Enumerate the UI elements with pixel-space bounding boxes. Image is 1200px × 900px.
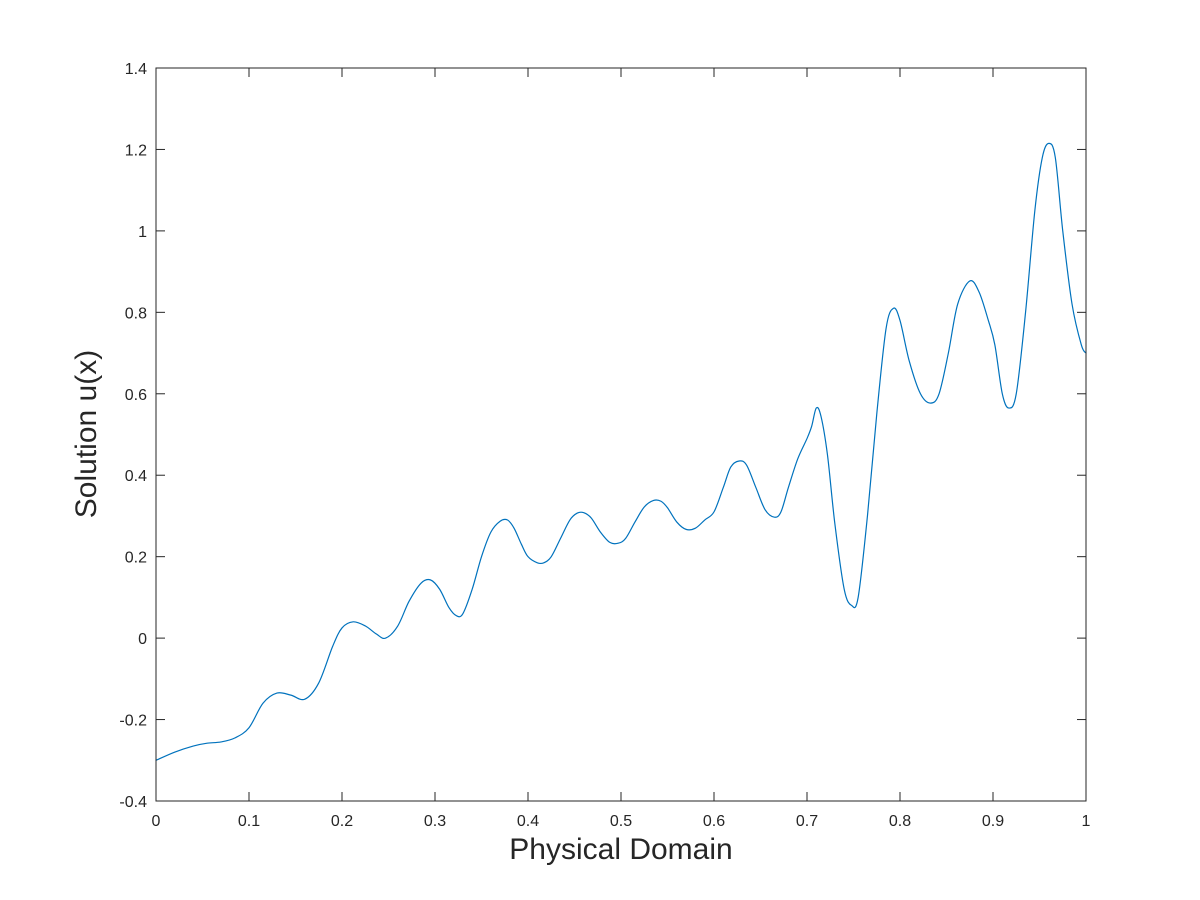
x-tick-label: 0.1 [238, 813, 260, 830]
y-tick-label: -0.2 [119, 713, 147, 730]
axes-box [155, 67, 1087, 802]
y-tick-labels: -0.4 -0.2 0 0.2 0.4 0.6 0.8 1 1.2 1.4 [119, 61, 147, 811]
tick-marks [155, 67, 1087, 802]
x-tick-label: 0.5 [610, 813, 632, 830]
y-axis-label: Solution u(x) [70, 350, 103, 518]
y-tick-label: 0 [138, 631, 147, 648]
y-tick-label: 0.2 [125, 550, 147, 567]
x-tick-label: 0.4 [517, 813, 539, 830]
series-line [155, 142, 1087, 761]
x-tick-label: 0.2 [331, 813, 353, 830]
x-tick-labels: 0 0.1 0.2 0.3 0.4 0.5 0.6 0.7 0.8 0.9 1 [152, 813, 1091, 830]
x-tick-label: 1 [1082, 813, 1091, 830]
x-tick-label: 0 [152, 813, 161, 830]
y-tick-label: 0.6 [125, 387, 147, 404]
y-tick-label: 0.4 [125, 468, 147, 485]
y-tick-label: 1 [138, 224, 147, 241]
x-axis-label: Physical Domain [509, 833, 732, 866]
y-tick-label: 1.2 [125, 142, 147, 159]
y-tick-label: -0.4 [119, 794, 147, 811]
x-tick-label: 0.9 [982, 813, 1004, 830]
x-tick-label: 0.8 [889, 813, 911, 830]
y-tick-label: 1.4 [125, 61, 147, 78]
x-tick-label: 0.7 [796, 813, 818, 830]
x-tick-label: 0.6 [703, 813, 725, 830]
x-tick-label: 0.3 [424, 813, 446, 830]
y-tick-label: 0.8 [125, 305, 147, 322]
